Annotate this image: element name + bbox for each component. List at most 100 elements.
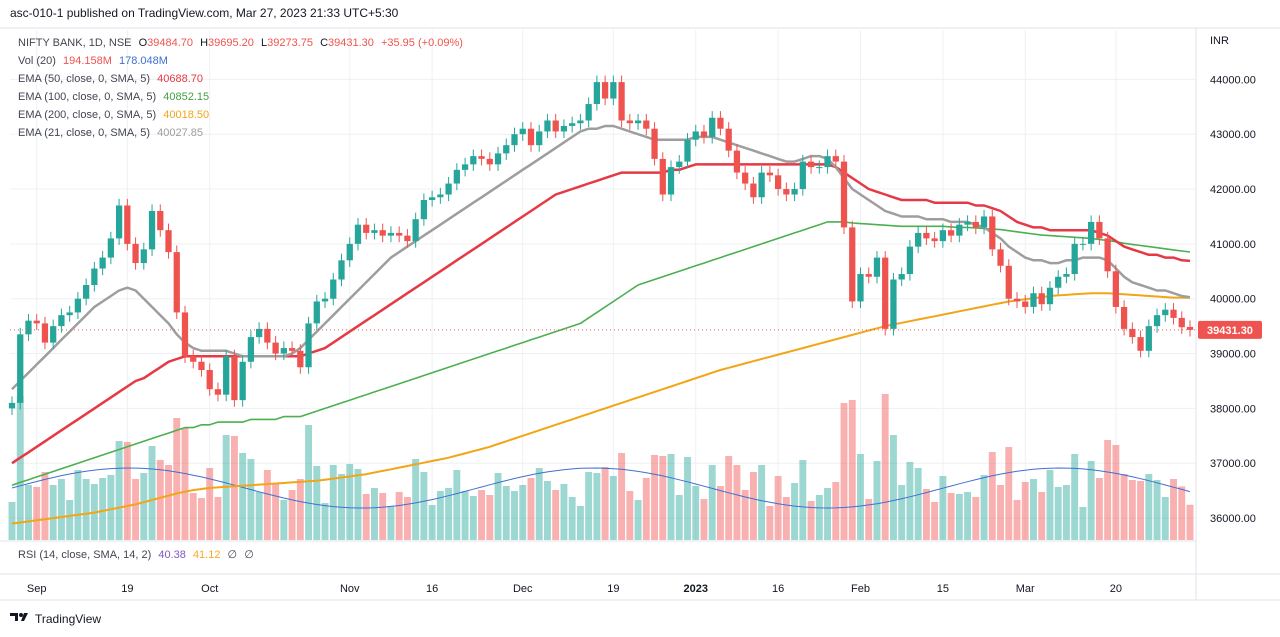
volume-bar bbox=[725, 456, 733, 540]
ema21-row[interactable]: EMA (21, close, 0, SMA, 5) 40027.85 bbox=[18, 124, 467, 142]
volume-bar bbox=[296, 479, 304, 540]
ohlc-change: +35.95 (+0.09%) bbox=[380, 37, 463, 49]
candle-body bbox=[239, 361, 246, 401]
candle-body bbox=[148, 210, 156, 250]
volume-bar bbox=[371, 488, 378, 540]
candle-body bbox=[396, 232, 403, 236]
candle-body bbox=[157, 210, 164, 231]
candle-body bbox=[1038, 293, 1045, 305]
candle-body bbox=[865, 274, 872, 277]
candle-body bbox=[41, 323, 49, 343]
volume-bar bbox=[354, 469, 362, 540]
volume-bar bbox=[675, 495, 683, 540]
candle-body bbox=[74, 298, 82, 313]
volume-bar bbox=[156, 460, 164, 540]
volume-bar bbox=[436, 491, 444, 540]
candle-body bbox=[1162, 309, 1169, 316]
volume-ma-line bbox=[11, 467, 1191, 509]
candle-body bbox=[882, 257, 889, 329]
candle-body bbox=[667, 167, 675, 195]
ema200-row[interactable]: EMA (200, close, 0, SMA, 5) 40018.50 bbox=[18, 106, 467, 124]
ema50-row[interactable]: EMA (50, close, 0, SMA, 5) 40688.70 bbox=[18, 70, 467, 88]
candle-body bbox=[453, 169, 460, 184]
volume-bar bbox=[412, 459, 420, 540]
x-tick-label: 19 bbox=[121, 583, 133, 595]
ema100-value: 40852.15 bbox=[163, 91, 210, 103]
ohlc-close-label: C bbox=[320, 37, 329, 49]
volume-bar bbox=[955, 494, 963, 540]
volume-bar bbox=[716, 486, 724, 540]
volume-bar bbox=[865, 499, 873, 540]
x-tick-label: 15 bbox=[937, 583, 949, 595]
volume-bar bbox=[939, 476, 947, 540]
y-tick-label: 37000.00 bbox=[1210, 458, 1256, 470]
volume-bar bbox=[288, 490, 296, 540]
volume-bar bbox=[1186, 504, 1194, 540]
candle-body bbox=[1170, 309, 1177, 318]
ema21-label: EMA (21, close, 0, SMA, 5) bbox=[18, 127, 151, 139]
volume-bar bbox=[8, 502, 16, 540]
currency-label: INR bbox=[1210, 35, 1229, 47]
volume-bar bbox=[74, 470, 82, 540]
volume-bar bbox=[239, 453, 247, 540]
volume-bar bbox=[1137, 481, 1145, 540]
volume-bar bbox=[255, 492, 263, 540]
ema100-row[interactable]: EMA (100, close, 0, SMA, 5) 40852.15 bbox=[18, 88, 467, 106]
candle-body bbox=[898, 274, 905, 280]
volume-bar bbox=[873, 461, 881, 540]
vol-label: Vol (20) bbox=[18, 55, 56, 67]
volume-bar bbox=[667, 454, 675, 540]
volume-bar bbox=[749, 472, 757, 540]
volume-bar bbox=[543, 481, 551, 540]
volume-bar bbox=[1120, 474, 1128, 540]
volume-bar bbox=[1161, 497, 1169, 540]
volume-bar bbox=[1046, 470, 1054, 540]
candle-body bbox=[272, 342, 279, 354]
volume-bar bbox=[263, 470, 271, 540]
volume-bar bbox=[329, 465, 337, 540]
candle-body bbox=[494, 153, 502, 165]
volume-bar bbox=[799, 460, 807, 540]
volume-bar bbox=[395, 492, 403, 540]
candle-body bbox=[297, 350, 304, 368]
y-tick-label: 42000.00 bbox=[1210, 184, 1256, 196]
candle-body bbox=[321, 298, 329, 302]
volume-bar bbox=[840, 403, 848, 540]
volume-bar bbox=[49, 485, 57, 540]
tradingview-brand: TradingView bbox=[35, 611, 102, 626]
candle-body bbox=[58, 315, 65, 327]
ema200-value: 40018.50 bbox=[163, 109, 210, 121]
tradingview-footer[interactable]: TradingView bbox=[10, 611, 101, 626]
candle-body bbox=[750, 183, 757, 198]
volume-bar bbox=[1062, 485, 1070, 540]
volume-bar bbox=[997, 485, 1004, 540]
candle-body bbox=[1112, 271, 1119, 307]
candle-body bbox=[190, 356, 197, 362]
vol-row[interactable]: Vol (20) 194.158M 178.048M bbox=[18, 52, 467, 70]
volume-bar bbox=[181, 428, 189, 540]
volume-bar bbox=[618, 453, 626, 540]
volume-bar bbox=[445, 488, 453, 540]
volume-bar bbox=[601, 467, 609, 540]
ohlc-open-label: O bbox=[138, 37, 148, 49]
candle-body bbox=[25, 320, 32, 335]
candle-body bbox=[577, 120, 584, 124]
ohlc-open: 39484.70 bbox=[147, 37, 194, 49]
chart-legend: NIFTY BANK, 1D, NSE O39484.70 H39695.20 … bbox=[18, 34, 467, 142]
volume-bar bbox=[1112, 445, 1120, 540]
rsi-legend[interactable]: RSI (14, close, SMA, 14, 2) 40.38 41.12 … bbox=[18, 548, 254, 561]
volume-bar bbox=[272, 483, 280, 540]
candle-body bbox=[1055, 276, 1062, 288]
ema21-value: 40027.85 bbox=[157, 127, 204, 139]
candle-body bbox=[717, 117, 724, 129]
x-tick-label: 20 bbox=[1110, 583, 1122, 595]
candle-body bbox=[1071, 243, 1078, 275]
symbol-label[interactable]: NIFTY BANK, 1D, NSE bbox=[18, 37, 132, 49]
volume-bar bbox=[552, 490, 560, 540]
candle-body bbox=[1022, 301, 1029, 307]
candle-body bbox=[461, 164, 469, 170]
candle-body bbox=[585, 104, 592, 121]
volume-bar bbox=[535, 468, 543, 540]
volume-bar bbox=[684, 457, 691, 540]
volume-bar bbox=[898, 485, 906, 540]
